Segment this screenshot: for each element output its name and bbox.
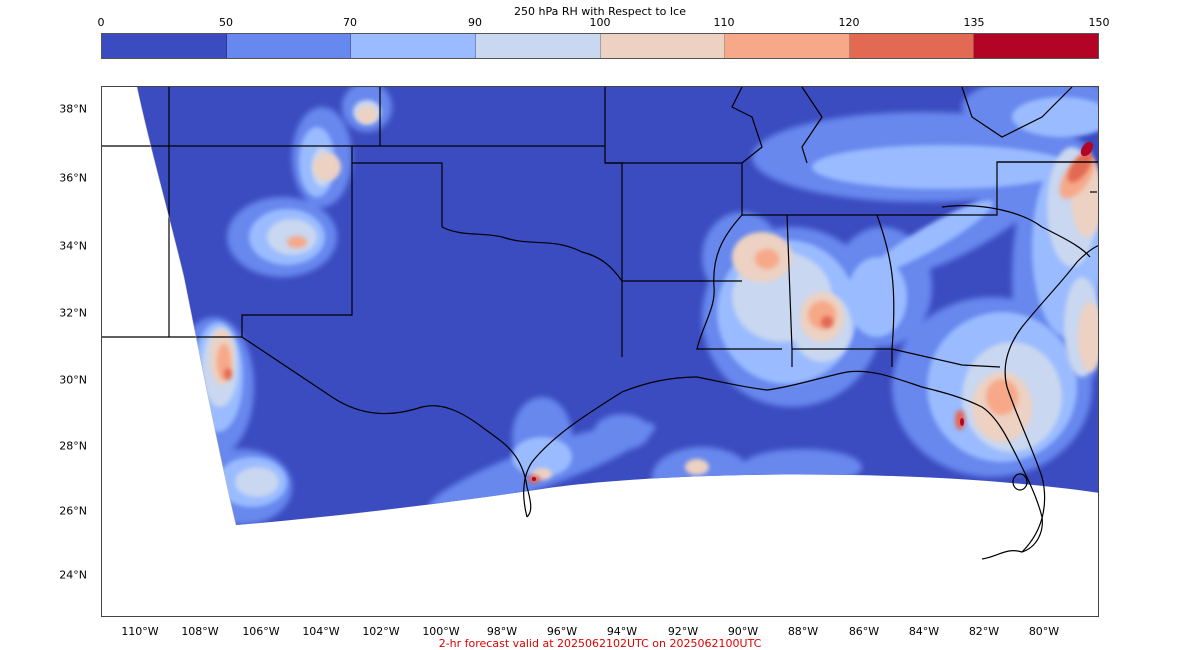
colorbar-tick: 70 bbox=[343, 16, 357, 29]
lon-label: 110°W bbox=[121, 625, 159, 638]
lon-label: 96°W bbox=[546, 625, 578, 638]
lon-label: 92°W bbox=[667, 625, 699, 638]
lon-label: 90°W bbox=[727, 625, 759, 638]
lon-label: 108°W bbox=[181, 625, 219, 638]
lon-label: 94°W bbox=[606, 625, 638, 638]
lake-okeechobee bbox=[1012, 473, 1028, 491]
border-mississippi-north bbox=[731, 87, 763, 164]
border-rio-grande bbox=[241, 336, 532, 518]
border-ms-river bbox=[696, 214, 782, 350]
domain-edge bbox=[136, 87, 237, 526]
lat-label: 26°N bbox=[59, 504, 87, 518]
atlantic-coastline bbox=[1004, 245, 1098, 553]
lat-label: 28°N bbox=[59, 439, 87, 453]
colorbar-tick: 135 bbox=[963, 16, 985, 29]
colorbar-tick: 110 bbox=[713, 16, 735, 29]
colorbar-tick: 120 bbox=[838, 16, 860, 29]
lat-label: 32°N bbox=[59, 306, 87, 320]
colorbar-tick: 90 bbox=[468, 16, 482, 29]
colorbar-segment bbox=[475, 34, 601, 58]
forecast-valid-caption: 2-hr forecast valid at 2025062102UTC on … bbox=[438, 637, 762, 650]
lon-label: 106°W bbox=[242, 625, 280, 638]
colorbar-tick: 50 bbox=[219, 16, 233, 29]
lat-label: 24°N bbox=[59, 568, 87, 582]
colorbar-segment bbox=[974, 34, 1098, 58]
rh-field-map bbox=[102, 87, 1098, 560]
lon-label: 88°W bbox=[787, 625, 819, 638]
colorbar-segment bbox=[725, 34, 850, 58]
rh-band-135-150 bbox=[532, 141, 1094, 481]
colorbar bbox=[101, 33, 1099, 59]
border-al-fl bbox=[792, 348, 1001, 368]
colorbar-segment bbox=[102, 34, 227, 58]
border-ga-sc bbox=[941, 205, 1091, 258]
border-tx-panhandle bbox=[352, 162, 443, 227]
lon-label: 80°W bbox=[1028, 625, 1060, 638]
border-wv-va bbox=[961, 87, 1073, 138]
colorbar-segment bbox=[351, 34, 476, 58]
lon-label: 84°W bbox=[908, 625, 940, 638]
lon-label: 102°W bbox=[362, 625, 400, 638]
colorbar-title: 250 hPa RH with Respect to Ice bbox=[514, 5, 686, 18]
lon-label: 86°W bbox=[848, 625, 880, 638]
map-panel bbox=[101, 86, 1099, 617]
colorbar-segment bbox=[849, 34, 975, 58]
lat-label: 30°N bbox=[59, 373, 87, 387]
lat-label: 34°N bbox=[59, 239, 87, 253]
lon-label: 100°W bbox=[422, 625, 460, 638]
lat-label: 36°N bbox=[59, 171, 87, 185]
colorbar-tick: 100 bbox=[589, 16, 611, 29]
political-borders bbox=[102, 87, 1098, 560]
rh-band-120-135 bbox=[224, 151, 1093, 483]
colorbar-segment bbox=[226, 34, 352, 58]
colorbar-tick: 150 bbox=[1088, 16, 1110, 29]
lon-label: 98°W bbox=[486, 625, 518, 638]
lon-label: 82°W bbox=[968, 625, 1000, 638]
border-al-ga bbox=[876, 214, 895, 367]
lon-label: 104°W bbox=[302, 625, 340, 638]
lat-label: 38°N bbox=[59, 102, 87, 116]
rh-field bbox=[137, 87, 1098, 525]
border-ky-il bbox=[801, 87, 823, 164]
border-red-river bbox=[441, 226, 623, 282]
border-nm-tx bbox=[169, 146, 353, 338]
colorbar-segment bbox=[600, 34, 726, 58]
colorbar-tick: 0 bbox=[97, 16, 105, 29]
